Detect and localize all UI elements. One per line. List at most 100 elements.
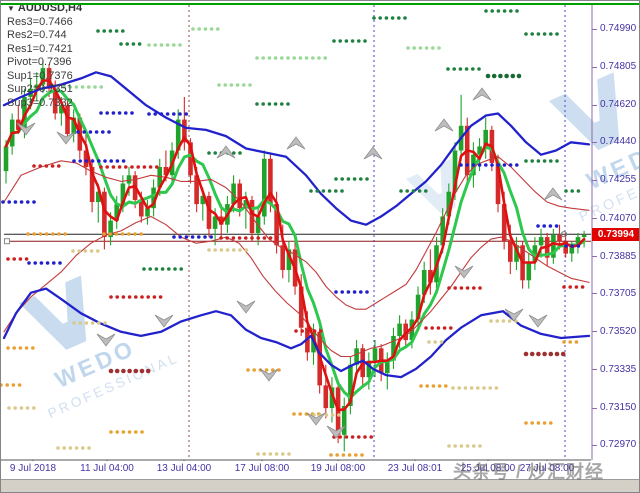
pivot-line-anchor [4,238,10,245]
signal-dot [570,244,574,248]
window-top-accent [1,3,639,5]
signal-dot [24,257,29,261]
signal-dot [207,248,211,252]
candle-body [280,245,285,270]
signal-dot [109,430,113,434]
candle-body [581,235,587,238]
level-label-pivot: Pivot=0.7396 [7,56,72,68]
signal-dot [417,189,422,193]
signal-dot [232,248,236,252]
candle-body [212,216,218,229]
signal-dot [244,248,248,252]
signal-dot [352,177,357,181]
signal-dot [337,413,341,417]
signal-dot [405,189,410,193]
signal-dot [436,326,441,330]
signal-dot [97,159,101,163]
signal-dot [397,16,401,20]
signal-dot [471,163,476,167]
signal-dot [472,286,476,290]
signal-dot [459,286,464,290]
chart-area[interactable]: WEDO PROFESSIONAL WEDO PROFESSIONAL ▼ AUDUSD… [1,1,640,461]
signal-dot [463,386,468,390]
price-axis-tick [592,104,597,106]
fractal-arrow-up-icon [216,145,236,159]
signal-dot [26,200,30,204]
signal-dot [130,111,134,115]
signal-dot [329,453,333,457]
signal-dot [469,386,474,390]
signal-dot [250,236,254,240]
signal-dot [359,177,363,181]
signal-dot [490,163,494,167]
signal-dot [327,189,332,193]
price-axis-label: 0.73705 [600,287,637,299]
price-axis-tick [592,444,597,446]
signal-dot [357,39,361,43]
fractal-arrow-down-icon [56,131,76,145]
symbol-selector[interactable]: ▼ AUDUSD,H4 [7,2,82,16]
candle-body [348,364,353,406]
signal-dot [477,163,482,167]
signal-dot [13,406,17,410]
signal-dot [319,329,323,333]
signal-dot [114,232,119,236]
price-axis[interactable]: 0.74990 0.74805 0.74620 0.74440 0.74255 0.740… [592,1,639,461]
signal-dot [207,151,211,155]
signal-dot [103,321,107,325]
signal-dot [145,368,151,374]
chevron-down-icon[interactable]: ▼ [7,4,15,13]
signal-dot [1,200,5,204]
candle-body [397,323,402,336]
signal-dot [347,453,352,457]
signal-dot [225,248,230,252]
signal-dot [312,329,317,333]
signal-dot [77,249,81,253]
candle-body [3,146,9,172]
signal-dot [549,159,553,163]
time-axis[interactable]: 9 Jul 2018 11 Jul 04:00 13 Jul 04:00 17 Jul… [1,461,639,479]
signal-dot [178,112,182,116]
candle-body [274,204,279,246]
chart-title-block: ▼ AUDUSD,H4 Res3=0.7466 Res2=0.744 Res1=0… [7,2,82,110]
signal-dot [58,261,62,265]
level-label-sup2: Sup2=0.7351 [7,83,73,95]
signal-dot [44,164,49,168]
thick-red-signal-line [4,79,586,412]
signal-dot [219,248,224,252]
price-line-marker [560,231,568,238]
signal-dot [246,368,250,372]
level-label-sup1: Sup1=0.7376 [7,69,73,82]
signal-dot [33,261,37,265]
signal-dot [352,290,357,294]
signal-dot [256,452,260,456]
signal-dot [62,85,66,89]
signal-dot [311,56,315,60]
signal-dot [452,67,457,71]
candle-body [366,360,372,378]
signal-dot [84,321,89,325]
signal-dot [27,261,31,265]
signal-dot [134,430,138,434]
signal-dot [411,189,416,193]
price-axis-tick [592,218,597,220]
signal-dot [549,32,553,36]
fractal-arrow-up-icon [363,146,383,160]
signal-dot [524,159,528,163]
signal-dot [478,286,482,290]
signal-dot [542,159,547,163]
candle-body [298,286,304,328]
time-axis-label: 27 Jul 08:00 [519,463,575,474]
signal-dot [124,111,128,115]
fractal-arrow-up-icon [434,118,454,132]
signal-dot [102,232,106,236]
signal-dot [312,413,316,417]
candle-body [139,200,144,217]
price-axis-label: 0.74805 [600,61,637,73]
signal-dot [165,112,170,116]
signal-dot [105,111,109,115]
price-axis-label: 0.73885 [600,250,637,262]
signal-dot [115,295,119,299]
